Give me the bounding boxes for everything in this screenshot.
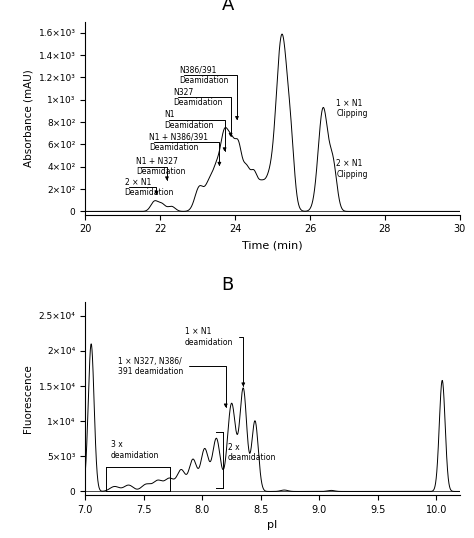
X-axis label: Time (min): Time (min) bbox=[242, 240, 303, 250]
Text: 2 × N1
Deamidation: 2 × N1 Deamidation bbox=[125, 178, 174, 197]
Text: N1
Deamidation: N1 Deamidation bbox=[164, 110, 213, 130]
Text: N386/391
Deamidation: N386/391 Deamidation bbox=[179, 66, 228, 85]
Text: N1 + N386/391
Deamidation: N1 + N386/391 Deamidation bbox=[149, 132, 208, 152]
Text: 3 x
deamidation: 3 x deamidation bbox=[111, 441, 159, 460]
Text: B: B bbox=[221, 276, 234, 294]
Text: A: A bbox=[221, 0, 234, 14]
Text: 1 × N327, N386/
391 deamidation: 1 × N327, N386/ 391 deamidation bbox=[118, 357, 227, 407]
Y-axis label: Fluorescence: Fluorescence bbox=[23, 364, 33, 433]
Text: 1 × N1
Clipping: 1 × N1 Clipping bbox=[336, 99, 368, 118]
Text: 1 × N1
deamidation: 1 × N1 deamidation bbox=[185, 327, 245, 386]
Text: N1 + N327
Deamidation: N1 + N327 Deamidation bbox=[136, 157, 185, 176]
Text: 2 × N1
Clipping: 2 × N1 Clipping bbox=[336, 159, 368, 179]
Y-axis label: Absorbance (mAU): Absorbance (mAU) bbox=[23, 69, 33, 167]
X-axis label: pI: pI bbox=[267, 520, 278, 530]
Text: N327
Deamidation: N327 Deamidation bbox=[173, 88, 223, 107]
Text: 2 x
deamidation: 2 x deamidation bbox=[228, 443, 276, 463]
